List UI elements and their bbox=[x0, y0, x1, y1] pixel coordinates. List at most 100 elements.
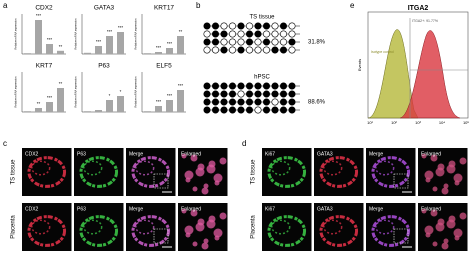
bar bbox=[95, 110, 102, 112]
cell-signal bbox=[181, 153, 187, 159]
cell-signal bbox=[454, 235, 460, 241]
bar bbox=[35, 108, 42, 112]
cpg-site bbox=[262, 38, 270, 46]
methylation-dots bbox=[203, 22, 300, 114]
bar bbox=[106, 100, 113, 112]
row-label: TS tissue bbox=[11, 159, 17, 185]
cell-signal bbox=[213, 228, 223, 238]
channel-label: CDX2 bbox=[25, 206, 39, 212]
bar bbox=[166, 48, 173, 54]
cpg-site bbox=[229, 82, 237, 90]
zoom-box bbox=[153, 173, 169, 189]
cpg-site bbox=[212, 38, 220, 46]
tissue-signal bbox=[135, 160, 155, 176]
cpg-site bbox=[237, 106, 245, 114]
cell-signal bbox=[195, 167, 205, 177]
cell-signal bbox=[190, 209, 198, 217]
cpg-site bbox=[229, 46, 237, 54]
cpg-site bbox=[237, 30, 245, 38]
bar bbox=[35, 20, 42, 54]
cpg-site bbox=[254, 82, 262, 90]
legend-label: Isotype control bbox=[371, 50, 394, 54]
bar bbox=[46, 102, 53, 112]
x-ticks: 10¹ 10² 10³ 10⁴ 10⁵ bbox=[367, 120, 469, 125]
tissue-signal bbox=[31, 219, 51, 235]
tissue-signal bbox=[131, 156, 171, 188]
tissue-signal bbox=[371, 156, 411, 188]
significance: *** bbox=[36, 13, 42, 18]
cpg-site bbox=[288, 22, 296, 30]
x-tick-label: 10³ bbox=[415, 120, 421, 125]
histogram-title: ITGA2 bbox=[408, 5, 429, 12]
cpg-site bbox=[279, 98, 287, 106]
cpg-site bbox=[212, 90, 220, 98]
channel-label: Enlarged bbox=[181, 206, 201, 212]
cpg-site bbox=[203, 30, 211, 38]
cpg-site bbox=[271, 46, 279, 54]
panel-label: d bbox=[242, 139, 246, 148]
significance: *** bbox=[178, 83, 184, 88]
channel-label: Enlarged bbox=[421, 151, 441, 157]
bar bbox=[46, 44, 53, 54]
bar bbox=[57, 50, 64, 54]
percent-label: 88.6% bbox=[308, 100, 326, 106]
chart-title: ELF5 bbox=[156, 63, 172, 70]
chart-title: GATA3 bbox=[94, 5, 115, 12]
cell-signal bbox=[206, 164, 216, 174]
cpg-site bbox=[229, 98, 237, 106]
cpg-site bbox=[229, 90, 237, 98]
itga2-histogram bbox=[399, 30, 461, 119]
cell-signal bbox=[441, 242, 449, 250]
bar bbox=[84, 111, 91, 112]
channel-label: CDX2 bbox=[25, 151, 39, 157]
cpg-site bbox=[279, 106, 287, 114]
cpg-site bbox=[262, 90, 270, 98]
cpg-site bbox=[220, 90, 228, 98]
cpg-site bbox=[246, 90, 254, 98]
cpg-site bbox=[229, 22, 237, 30]
chart-title: CDX2 bbox=[35, 5, 53, 12]
cpg-site bbox=[229, 106, 237, 114]
cpg-site bbox=[229, 38, 237, 46]
cpg-site bbox=[288, 38, 296, 46]
cpg-site bbox=[279, 30, 287, 38]
cpg-site bbox=[237, 46, 245, 54]
channel-label: Ki67 bbox=[265, 151, 275, 157]
cell-signal bbox=[435, 222, 445, 232]
x-tick-label: 10⁴ bbox=[439, 120, 445, 125]
cell-signal bbox=[443, 183, 449, 189]
cpg-site bbox=[254, 106, 262, 114]
tissue-signal bbox=[271, 160, 291, 176]
tissue-signal bbox=[131, 215, 171, 247]
channel-label: GATA3 bbox=[317, 151, 333, 157]
cpg-site bbox=[288, 106, 296, 114]
cpg-site bbox=[279, 38, 287, 46]
cpg-site bbox=[262, 22, 270, 30]
cell-signal bbox=[432, 241, 438, 247]
channel-label: Merge bbox=[369, 206, 383, 212]
cell-signal bbox=[219, 212, 227, 220]
cpg-site bbox=[271, 82, 279, 90]
bar bbox=[95, 46, 102, 54]
cpg-site bbox=[203, 82, 211, 90]
channel-label: Merge bbox=[129, 206, 143, 212]
cpg-site bbox=[254, 30, 262, 38]
bar bbox=[144, 111, 151, 112]
isotype-histogram bbox=[367, 29, 419, 119]
tissue-signal bbox=[271, 219, 291, 235]
row-label: Placenta bbox=[251, 215, 257, 239]
cpg-site bbox=[254, 22, 262, 30]
cell-signal bbox=[459, 212, 467, 220]
significance: * bbox=[120, 89, 122, 94]
cell-signal bbox=[421, 208, 427, 214]
cell-signal bbox=[214, 180, 220, 186]
cpg-site bbox=[271, 30, 279, 38]
chart-title: KRT7 bbox=[36, 63, 53, 70]
tissue-signal bbox=[79, 215, 119, 247]
cpg-site bbox=[237, 38, 245, 46]
y-label: Events bbox=[357, 59, 362, 71]
significance: *** bbox=[47, 37, 53, 42]
cpg-site bbox=[220, 30, 228, 38]
cpg-site bbox=[203, 46, 211, 54]
cpg-site bbox=[279, 82, 287, 90]
